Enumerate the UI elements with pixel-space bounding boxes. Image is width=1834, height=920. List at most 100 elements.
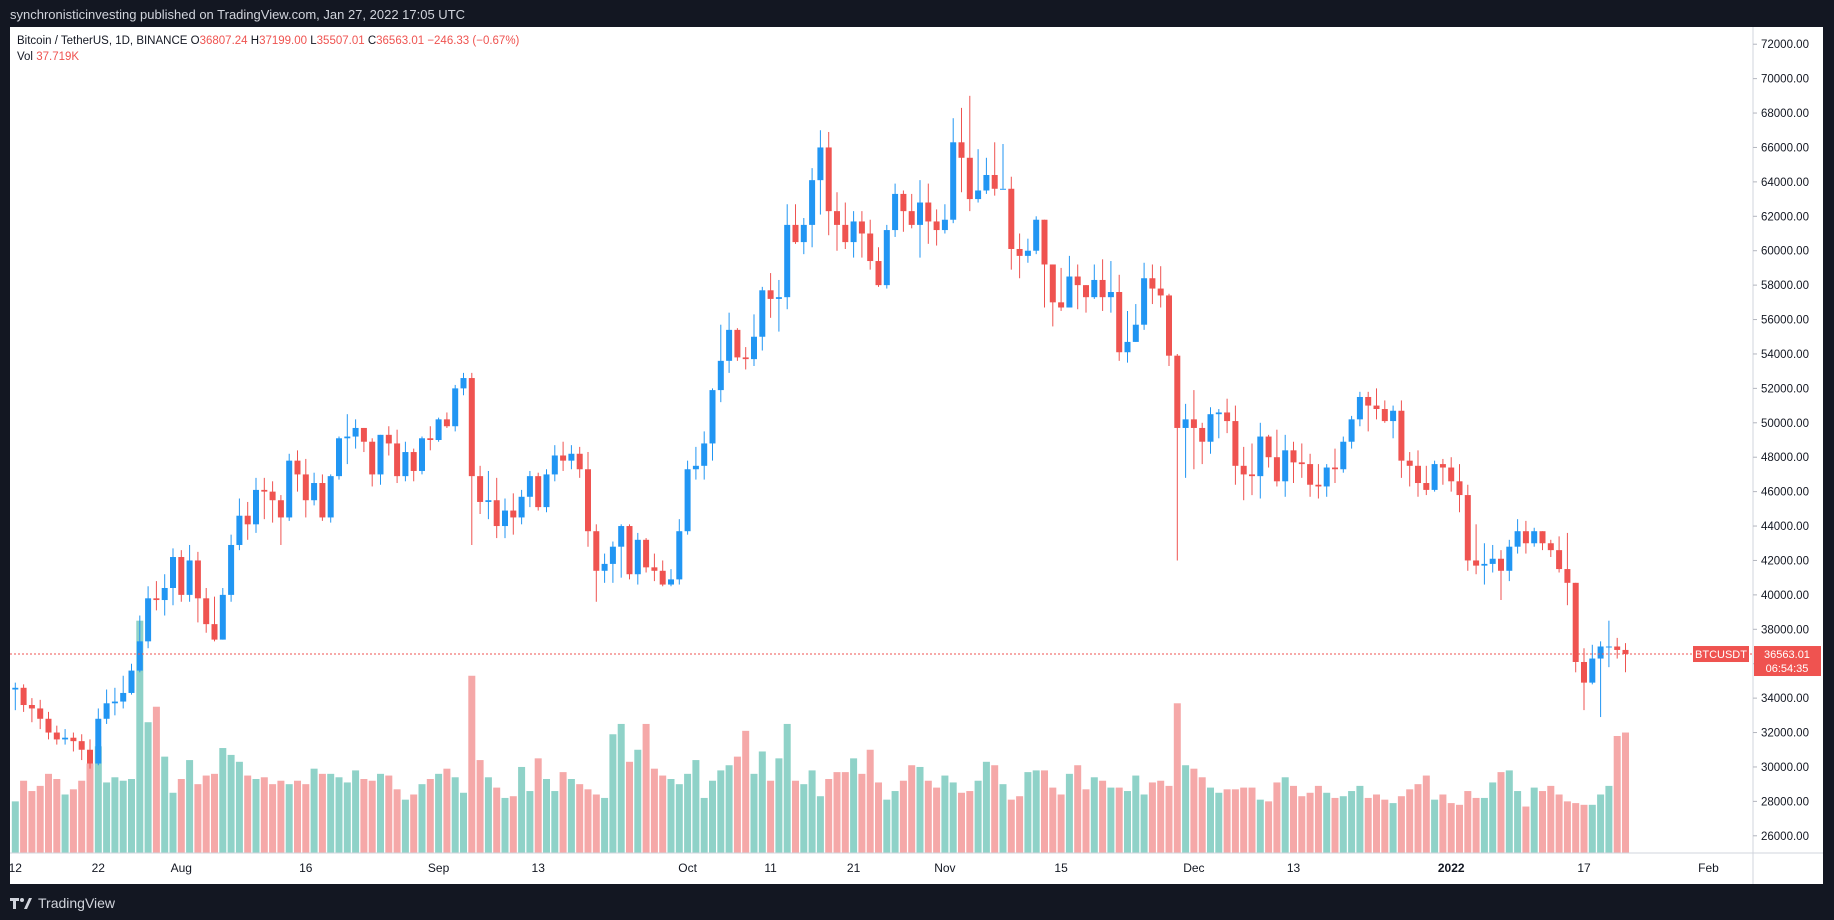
candle-body xyxy=(352,427,359,437)
volume-bar xyxy=(1007,799,1015,853)
candle-body xyxy=(1614,646,1621,650)
symbol-tag xyxy=(1693,646,1749,663)
candle-body xyxy=(842,224,849,243)
candle-body xyxy=(908,211,915,225)
candle-body xyxy=(817,147,824,181)
volume-bar xyxy=(1505,770,1513,853)
price-tick-label: 62000.00 xyxy=(1761,211,1809,223)
volume-bar xyxy=(949,782,957,853)
candle-body xyxy=(261,489,268,492)
volume-bar xyxy=(1032,770,1040,853)
candle-body xyxy=(991,174,998,189)
candle-body xyxy=(153,598,160,601)
volume-bar xyxy=(1588,804,1596,853)
volume-bar xyxy=(1198,777,1206,853)
candle-body xyxy=(327,476,334,518)
volume-bar xyxy=(1530,787,1538,853)
candle-body xyxy=(443,419,450,427)
volume-bar xyxy=(825,779,833,853)
time-tick-label: 11 xyxy=(764,861,777,875)
volume-bar xyxy=(493,787,501,853)
volume-bar xyxy=(1580,804,1588,853)
candle-body xyxy=(402,452,409,477)
volume-bar xyxy=(1041,770,1048,853)
volume-bar xyxy=(152,706,160,853)
volume-bar xyxy=(1613,735,1621,853)
candle-body xyxy=(236,515,243,545)
volume-bar xyxy=(1555,794,1563,853)
candle-body xyxy=(1190,419,1197,428)
volume-bar xyxy=(1439,794,1447,853)
time-tick-label: 12 xyxy=(10,861,22,875)
volume-bar xyxy=(1074,765,1082,853)
candle-body xyxy=(219,594,226,640)
candle-body xyxy=(1257,436,1264,477)
volume-bar xyxy=(235,761,243,853)
volume-bar xyxy=(858,773,866,853)
candle-body xyxy=(1099,279,1106,298)
volume-bar xyxy=(1024,772,1032,853)
price-tick-label: 70000.00 xyxy=(1761,74,1809,86)
candle-body xyxy=(551,455,558,475)
candle-body xyxy=(1265,436,1272,458)
candle-body xyxy=(1033,219,1040,251)
candle-body xyxy=(1199,427,1206,442)
candle-body xyxy=(1066,276,1073,308)
candle-body xyxy=(111,701,118,704)
candle-body xyxy=(294,460,301,475)
volume-bar xyxy=(775,758,783,853)
change-value: −246.33 (−0.67%) xyxy=(427,35,520,47)
candle-body xyxy=(1373,405,1380,410)
close-label: C xyxy=(367,35,377,47)
candle-body xyxy=(593,531,600,571)
candle-body xyxy=(1315,484,1322,487)
volume-bar xyxy=(418,784,426,853)
volume-bar xyxy=(974,780,982,853)
volume-bar xyxy=(244,775,252,853)
volume-bar xyxy=(883,799,891,853)
volume-bar xyxy=(1539,791,1546,853)
candle-body xyxy=(62,737,69,740)
volume-bar xyxy=(941,775,949,853)
volume-bar xyxy=(136,620,144,853)
candle-body xyxy=(1547,543,1554,551)
candle-body xyxy=(1398,410,1405,461)
volume-bar xyxy=(111,777,119,853)
candlestick-chart[interactable]: 26000.00 28000.00 30000.00 32000.00 34000.00… xyxy=(10,27,1823,884)
candle-body xyxy=(20,687,27,706)
candle-body xyxy=(767,290,774,299)
time-tick-label: 2022 xyxy=(1438,861,1465,875)
volume-bar xyxy=(451,777,459,853)
candle-body xyxy=(1141,278,1148,325)
candle-body xyxy=(1381,409,1388,422)
volume-bar xyxy=(1406,789,1414,853)
price-tick-label: 30000.00 xyxy=(1761,762,1809,774)
candle-body xyxy=(958,142,965,158)
volume-bar xyxy=(899,780,907,853)
candle-body xyxy=(1448,467,1455,482)
candle-body xyxy=(983,174,990,191)
volume-bar xyxy=(518,766,526,853)
candle-body xyxy=(601,563,608,571)
volume-bar xyxy=(1547,785,1555,853)
candle-body xyxy=(1116,292,1123,353)
chart-area[interactable]: 26000.00 28000.00 30000.00 32000.00 34000.00… xyxy=(10,27,1823,884)
volume-bar xyxy=(543,779,550,853)
volume-bar xyxy=(352,770,360,853)
volume-bar xyxy=(1381,799,1389,853)
candle-body xyxy=(194,560,201,599)
candle-body xyxy=(1182,419,1189,428)
volume-bar xyxy=(1248,787,1256,853)
candle-body xyxy=(1514,531,1521,547)
volume-bar xyxy=(1447,803,1455,853)
volume-bar xyxy=(650,768,658,853)
candle-body xyxy=(336,438,342,477)
volume-bar xyxy=(269,784,277,853)
volume-bar xyxy=(733,756,741,853)
volume-bar xyxy=(161,756,169,853)
volume-bar xyxy=(28,791,36,853)
volume-bar xyxy=(1057,794,1065,853)
candle-body xyxy=(668,579,674,585)
price-tag-group: BTCUSDT 36563.01 06:54:35 xyxy=(1693,646,1821,677)
tradingview-logo[interactable]: TradingView xyxy=(10,895,115,911)
